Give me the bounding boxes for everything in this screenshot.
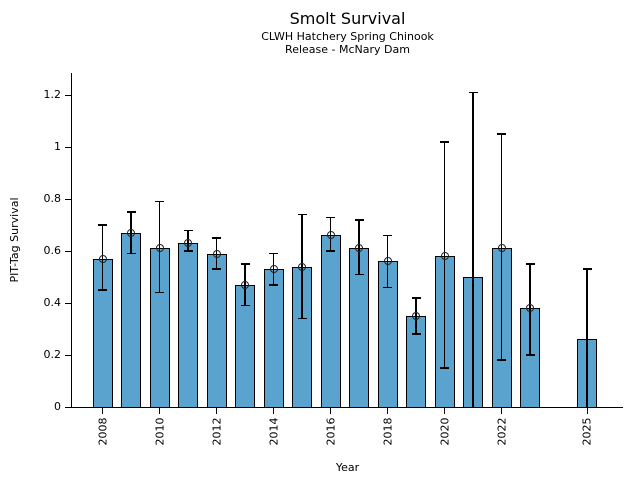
error-cap-high-2025 <box>582 268 592 270</box>
error-cap-high-2023 <box>525 263 535 265</box>
y-tick-label-0: 0 <box>54 400 61 413</box>
x-tick-2014 <box>273 408 275 414</box>
error-cap-high-2011 <box>183 229 193 231</box>
y-tick-0.4 <box>65 302 71 304</box>
y-tick-label-1.2: 1.2 <box>43 88 62 102</box>
x-tick-label-2012: 2012 <box>210 417 224 446</box>
x-tick-label-2018: 2018 <box>381 417 395 446</box>
x-tick-label-2008: 2008 <box>96 417 110 446</box>
x-tick-2018 <box>387 408 389 414</box>
error-cap-high-2020 <box>440 141 450 143</box>
error-cap-high-2009 <box>126 211 136 213</box>
x-tick-2020 <box>444 408 446 414</box>
error-cap-high-2015 <box>297 213 307 216</box>
error-cap-high-2014 <box>269 252 279 255</box>
chart-subtitle-line2: Release - McNary Dam <box>285 43 410 56</box>
x-tick-label-2025: 2025 <box>580 417 594 446</box>
x-tick-label-2014: 2014 <box>267 417 281 446</box>
x-axis-label: Year <box>335 461 360 474</box>
point-marker-2022 <box>497 244 506 253</box>
error-cap-high-2019 <box>411 297 421 299</box>
bar-2011 <box>178 243 199 407</box>
error-cap-high-2017 <box>354 219 364 221</box>
x-tick-2016 <box>330 408 332 414</box>
error-cap-low-2010 <box>155 291 165 294</box>
x-tick-2010 <box>159 408 161 414</box>
error-cap-low-2019 <box>411 333 421 335</box>
y-tick-label-0.6: 0.6 <box>43 244 62 258</box>
chart-title: Smolt Survival <box>289 9 406 28</box>
error-cap-low-2018 <box>383 286 393 289</box>
point-marker-2013 <box>241 280 250 289</box>
y-axis-label: PIT-Tag Survival <box>8 197 21 283</box>
error-cap-low-2017 <box>354 273 364 276</box>
point-marker-2018 <box>383 257 392 266</box>
error-bar-2025 <box>586 269 588 407</box>
error-cap-high-2012 <box>212 237 222 239</box>
point-marker-2019 <box>412 312 421 321</box>
error-cap-high-2008 <box>98 224 108 226</box>
chart-subtitle-line1: CLWH Hatchery Spring Chinook <box>261 30 434 43</box>
error-cap-high-2018 <box>383 234 393 237</box>
point-marker-2017 <box>355 244 364 253</box>
error-cap-high-2013 <box>240 263 250 265</box>
bar-2009 <box>121 232 142 407</box>
point-marker-2015 <box>298 262 307 271</box>
point-marker-2012 <box>212 249 221 258</box>
y-tick-0.8 <box>65 198 71 200</box>
error-cap-high-2010 <box>155 200 165 203</box>
point-marker-2016 <box>326 231 335 240</box>
x-tick-label-2020: 2020 <box>438 417 452 446</box>
error-cap-low-2022 <box>497 359 507 361</box>
error-cap-low-2015 <box>297 317 307 320</box>
error-cap-low-2023 <box>525 354 535 356</box>
point-marker-2009 <box>127 228 136 237</box>
point-marker-2023 <box>526 304 535 313</box>
error-cap-low-2012 <box>212 268 222 270</box>
x-axis-spine <box>71 407 623 409</box>
error-bar-2021 <box>472 92 474 407</box>
error-cap-low-2008 <box>98 289 108 291</box>
error-cap-high-2021 <box>468 91 478 94</box>
error-cap-high-2022 <box>497 133 507 135</box>
error-cap-low-2020 <box>440 367 450 369</box>
y-tick-label-0.2: 0.2 <box>43 348 62 361</box>
x-tick-2025 <box>586 408 588 414</box>
x-tick-label-2016: 2016 <box>324 417 338 446</box>
error-cap-high-2016 <box>326 216 336 218</box>
y-tick-0 <box>65 406 71 408</box>
point-marker-2020 <box>440 252 449 261</box>
point-marker-2010 <box>155 244 164 253</box>
point-marker-2011 <box>184 239 193 248</box>
x-tick-label-2022: 2022 <box>495 417 509 446</box>
y-tick-label-1: 1 <box>54 140 61 154</box>
x-tick-2012 <box>216 408 218 414</box>
y-tick-0.2 <box>65 354 71 356</box>
y-tick-1 <box>65 146 71 148</box>
y-tick-label-0.4: 0.4 <box>43 296 62 310</box>
x-tick-2008 <box>102 408 104 414</box>
x-tick-2022 <box>501 408 503 414</box>
point-marker-2014 <box>269 265 278 274</box>
y-axis-spine <box>71 73 73 408</box>
point-marker-2008 <box>98 254 107 263</box>
y-tick-label-0.8: 0.8 <box>43 192 62 206</box>
error-cap-low-2011 <box>183 250 193 252</box>
error-cap-low-2016 <box>326 250 336 252</box>
error-cap-low-2009 <box>126 252 136 255</box>
bar-2012 <box>206 253 227 407</box>
y-tick-0.6 <box>65 250 71 252</box>
error-cap-low-2013 <box>240 304 250 307</box>
y-tick-1.2 <box>65 94 71 96</box>
x-tick-label-2010: 2010 <box>153 417 167 446</box>
bar-2014 <box>263 269 284 407</box>
bar-2016 <box>320 235 341 407</box>
error-cap-low-2014 <box>269 284 279 286</box>
